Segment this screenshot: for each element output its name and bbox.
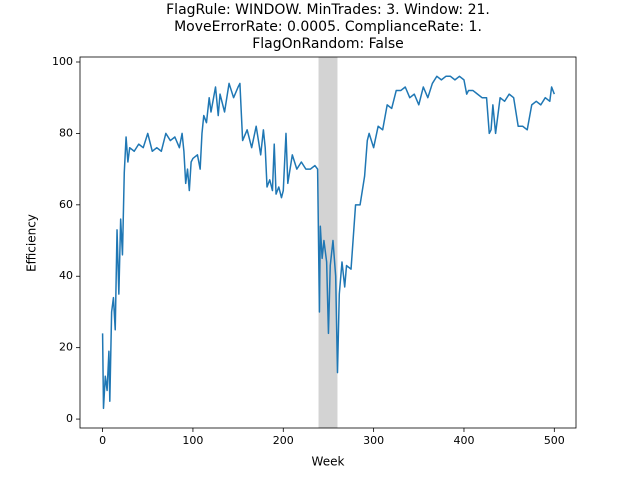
- x-tick-label: 0: [99, 434, 106, 447]
- plot-frame: [79, 56, 577, 429]
- y-tick-label: 100: [52, 55, 73, 68]
- y-tick-label: 20: [59, 341, 73, 354]
- x-tick-label: 500: [544, 434, 565, 447]
- x-tick-label: 400: [453, 434, 474, 447]
- data-line: [101, 75, 556, 410]
- chart-title: FlagRule: WINDOW. MinTrades: 3. Window: …: [166, 2, 490, 18]
- y-axis-label: Efficiency: [25, 214, 39, 272]
- y-tick-label: 60: [59, 198, 73, 211]
- y-tick-label: 40: [59, 269, 73, 282]
- chart-title: MoveErrorRate: 0.0005. ComplianceRate: 1…: [174, 19, 482, 35]
- x-axis-label: Week: [312, 455, 345, 469]
- x-tick-label: 200: [273, 434, 294, 447]
- x-tick-label: 300: [363, 434, 384, 447]
- y-tick-label: 80: [59, 126, 73, 139]
- y-tick-label: 0: [66, 412, 73, 425]
- highlight-span: [318, 57, 338, 428]
- x-tick-label: 100: [182, 434, 203, 447]
- chart-title: FlagOnRandom: False: [252, 36, 404, 52]
